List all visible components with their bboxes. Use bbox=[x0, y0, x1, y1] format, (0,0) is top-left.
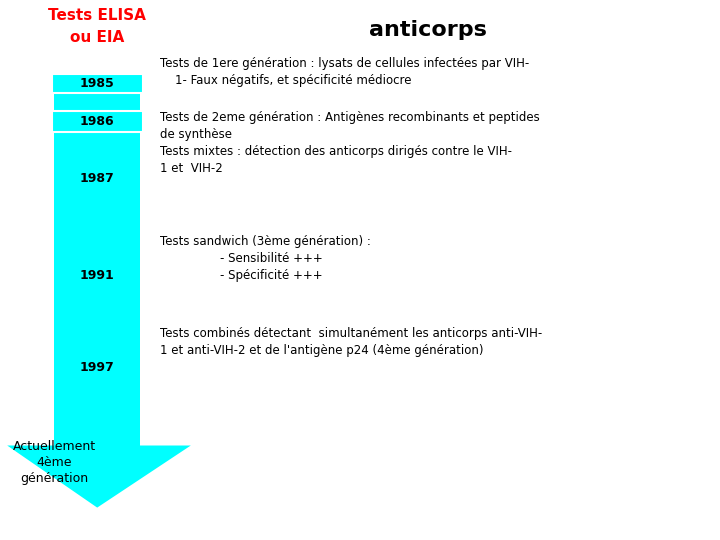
Text: 1997: 1997 bbox=[80, 361, 114, 374]
Text: 1987: 1987 bbox=[80, 172, 114, 185]
Polygon shape bbox=[7, 446, 191, 508]
Text: Actuellement
4ème
génération: Actuellement 4ème génération bbox=[12, 440, 96, 485]
Text: 1991: 1991 bbox=[80, 269, 114, 282]
Text: Tests de 1ere génération : lysats de cellules infectées par VIH-
    1- Faux nég: Tests de 1ere génération : lysats de cel… bbox=[160, 57, 529, 87]
Text: Tests combinés détectant  simultanément les anticorps anti-VIH-
1 et anti-VIH-2 : Tests combinés détectant simultanément l… bbox=[160, 327, 542, 357]
Bar bbox=[52, 74, 143, 93]
Text: 1985: 1985 bbox=[80, 77, 114, 90]
Text: 1986: 1986 bbox=[80, 115, 114, 128]
Text: Tests sandwich (3ème génération) :
                - Sensibilité +++
           : Tests sandwich (3ème génération) : - Sen… bbox=[160, 235, 371, 282]
Text: ou EIA: ou EIA bbox=[70, 30, 125, 45]
Bar bbox=[54, 84, 140, 445]
Text: anticorps: anticorps bbox=[369, 21, 487, 40]
Text: Tests de 2eme génération : Antigènes recombinants et peptides
de synthèse
Tests : Tests de 2eme génération : Antigènes rec… bbox=[160, 111, 539, 175]
Text: Tests ELISA: Tests ELISA bbox=[48, 8, 146, 23]
Bar bbox=[52, 111, 143, 132]
